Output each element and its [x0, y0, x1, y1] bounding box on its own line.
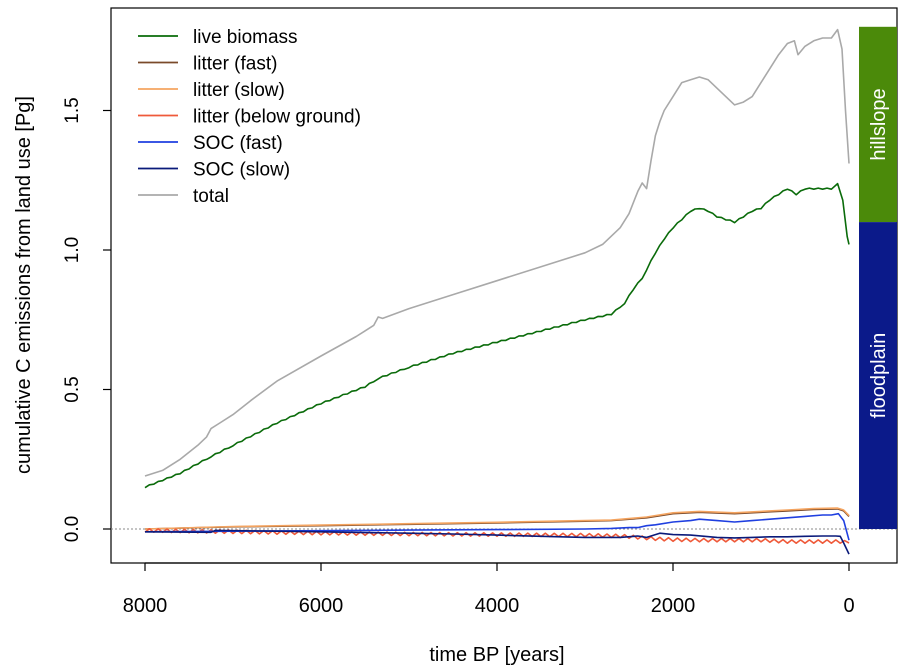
series-layer [144, 28, 850, 555]
y-axis: 0.0 0.5 1.0 1.5 [62, 97, 111, 542]
legend-label: litter (below ground) [193, 107, 361, 128]
legend-label: live biomass [193, 27, 298, 48]
x-axis-title: time BP [years] [429, 644, 564, 666]
y-axis-title: cumulative C emissions from land use [Pg… [13, 96, 35, 474]
x-tick-label: 0 [843, 595, 854, 617]
series-line-soc-slow- [144, 529, 850, 555]
side-bar-floodplain [859, 222, 897, 529]
side-bar-label-floodplain: floodplain [868, 333, 890, 419]
series-line-total [144, 28, 850, 477]
legend-label: SOC (fast) [193, 133, 283, 154]
y-tick-label: 0.5 [62, 376, 83, 402]
y-tick-label: 1.0 [62, 237, 83, 263]
legend-label: SOC (slow) [193, 160, 290, 181]
x-tick-label: 8000 [123, 595, 168, 617]
series-line-live-biomass [144, 182, 850, 489]
legend-label: total [193, 186, 229, 207]
legend: live biomass litter (fast) litter (slow) li… [138, 27, 361, 207]
side-bars: hillslope floodplain [859, 26, 897, 529]
x-tick-label: 4000 [475, 595, 520, 617]
side-bar-hillslope [859, 26, 897, 223]
y-tick-label: 0.0 [62, 516, 83, 542]
series-line-litter-slow- [144, 507, 850, 530]
series-line-soc-fast- [144, 512, 850, 541]
x-tick-label: 2000 [651, 595, 696, 617]
legend-label: litter (slow) [193, 80, 285, 101]
y-tick-label: 1.5 [62, 97, 83, 123]
side-bar-label-hillslope: hillslope [868, 88, 890, 160]
x-axis: 8000 6000 4000 2000 0 [123, 562, 855, 617]
legend-label: litter (fast) [193, 54, 277, 75]
x-tick-label: 6000 [299, 595, 344, 617]
